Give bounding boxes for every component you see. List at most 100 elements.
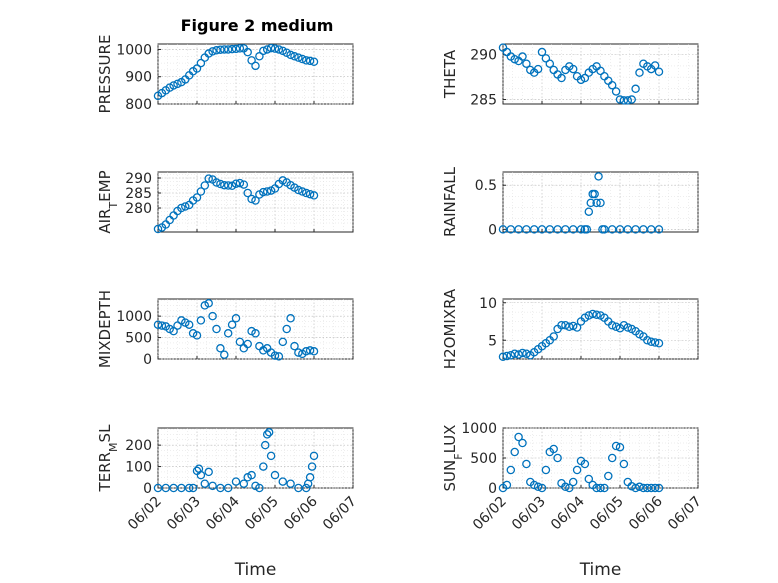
data-point xyxy=(506,465,516,475)
y-axis-label: H2OMIXRA xyxy=(441,288,459,369)
data-point xyxy=(235,178,245,188)
data-point xyxy=(572,465,582,475)
y-tick-label: 200 xyxy=(125,438,152,454)
data-point xyxy=(270,470,280,480)
data-point xyxy=(635,68,644,77)
data-point xyxy=(607,320,617,330)
data-point xyxy=(592,310,601,319)
data-point xyxy=(153,224,163,234)
data-point xyxy=(541,465,551,475)
data-point xyxy=(270,44,280,53)
data-point xyxy=(286,50,295,60)
data-point xyxy=(204,299,213,308)
data-point xyxy=(654,483,664,493)
data-point xyxy=(565,483,574,493)
data-point xyxy=(247,470,256,480)
data-point xyxy=(510,447,519,457)
data-point xyxy=(278,46,288,56)
data-point xyxy=(216,179,225,189)
data-point xyxy=(650,338,660,347)
x-tick-label: 06/04 xyxy=(548,493,588,533)
data-point xyxy=(596,198,605,208)
data-point xyxy=(305,189,315,199)
x-tick-label: 06/07 xyxy=(320,494,360,534)
data-point xyxy=(153,320,163,329)
y-axis-label: TERRMSL xyxy=(96,424,120,493)
data-point xyxy=(235,44,245,53)
data-point xyxy=(588,309,597,319)
data-point xyxy=(615,95,625,104)
data-point xyxy=(549,332,558,341)
y-tick-label: 100 xyxy=(125,460,152,476)
data-point xyxy=(498,352,508,361)
y-tick-label: 290 xyxy=(470,48,497,64)
data-point xyxy=(216,344,225,353)
y-axis-label: MIXDEPTH xyxy=(96,290,114,368)
data-point xyxy=(604,471,613,481)
data-point xyxy=(654,67,664,77)
data-point xyxy=(298,187,307,196)
data-point xyxy=(643,335,652,345)
data-point xyxy=(212,324,221,334)
x-tick-label: 06/02 xyxy=(125,494,165,534)
x-axis-label: Time xyxy=(579,560,622,580)
data-point xyxy=(184,483,194,493)
data-point xyxy=(231,179,241,188)
data-point xyxy=(243,339,252,349)
data-point xyxy=(307,462,317,471)
data-point xyxy=(239,479,249,488)
data-point xyxy=(192,64,202,73)
data-point xyxy=(243,188,252,198)
data-point xyxy=(274,352,284,361)
data-point xyxy=(619,96,629,105)
data-point xyxy=(561,482,570,492)
x-axis-label: Time xyxy=(234,560,277,580)
data-point xyxy=(294,185,303,195)
y-tick-label: 0 xyxy=(143,352,152,368)
data-point xyxy=(600,483,609,493)
data-point xyxy=(255,483,264,493)
data-point xyxy=(282,324,291,334)
data-point xyxy=(623,96,633,105)
y-tick-label: 290 xyxy=(125,171,152,187)
data-point xyxy=(200,181,210,190)
data-point xyxy=(255,52,264,61)
data-point xyxy=(557,73,566,83)
data-point xyxy=(259,462,268,471)
y-axis-label: PRESSURE xyxy=(96,35,114,114)
data-point xyxy=(260,440,270,450)
data-point xyxy=(301,188,311,198)
data-point xyxy=(212,46,221,55)
data-point xyxy=(200,479,210,488)
data-point xyxy=(266,451,276,461)
data-point xyxy=(631,84,640,94)
data-point xyxy=(596,483,605,493)
data-point xyxy=(611,441,621,451)
data-point xyxy=(594,172,603,181)
data-point xyxy=(650,61,660,70)
data-point xyxy=(208,481,217,491)
y-tick-label: 10 xyxy=(479,296,497,312)
data-point xyxy=(212,178,221,187)
data-point xyxy=(294,348,303,357)
y-tick-label: 1000 xyxy=(116,309,152,325)
data-point xyxy=(235,337,245,347)
data-point xyxy=(157,321,167,330)
data-point xyxy=(309,347,319,356)
data-point xyxy=(251,196,260,205)
data-point xyxy=(650,483,660,493)
data-point xyxy=(537,483,547,493)
data-point xyxy=(239,180,249,189)
data-point xyxy=(192,331,202,340)
data-point xyxy=(522,59,531,68)
x-tick-label: 06/07 xyxy=(665,494,705,534)
data-point xyxy=(301,56,311,65)
y-tick-label: 0 xyxy=(488,481,497,497)
x-tick-label: 06/06 xyxy=(626,493,666,533)
data-point xyxy=(545,59,555,68)
data-point xyxy=(561,320,570,330)
data-point xyxy=(510,349,519,358)
x-tick-label: 06/03 xyxy=(164,494,204,534)
subplot-2: 285 290 THETA xyxy=(441,43,699,109)
